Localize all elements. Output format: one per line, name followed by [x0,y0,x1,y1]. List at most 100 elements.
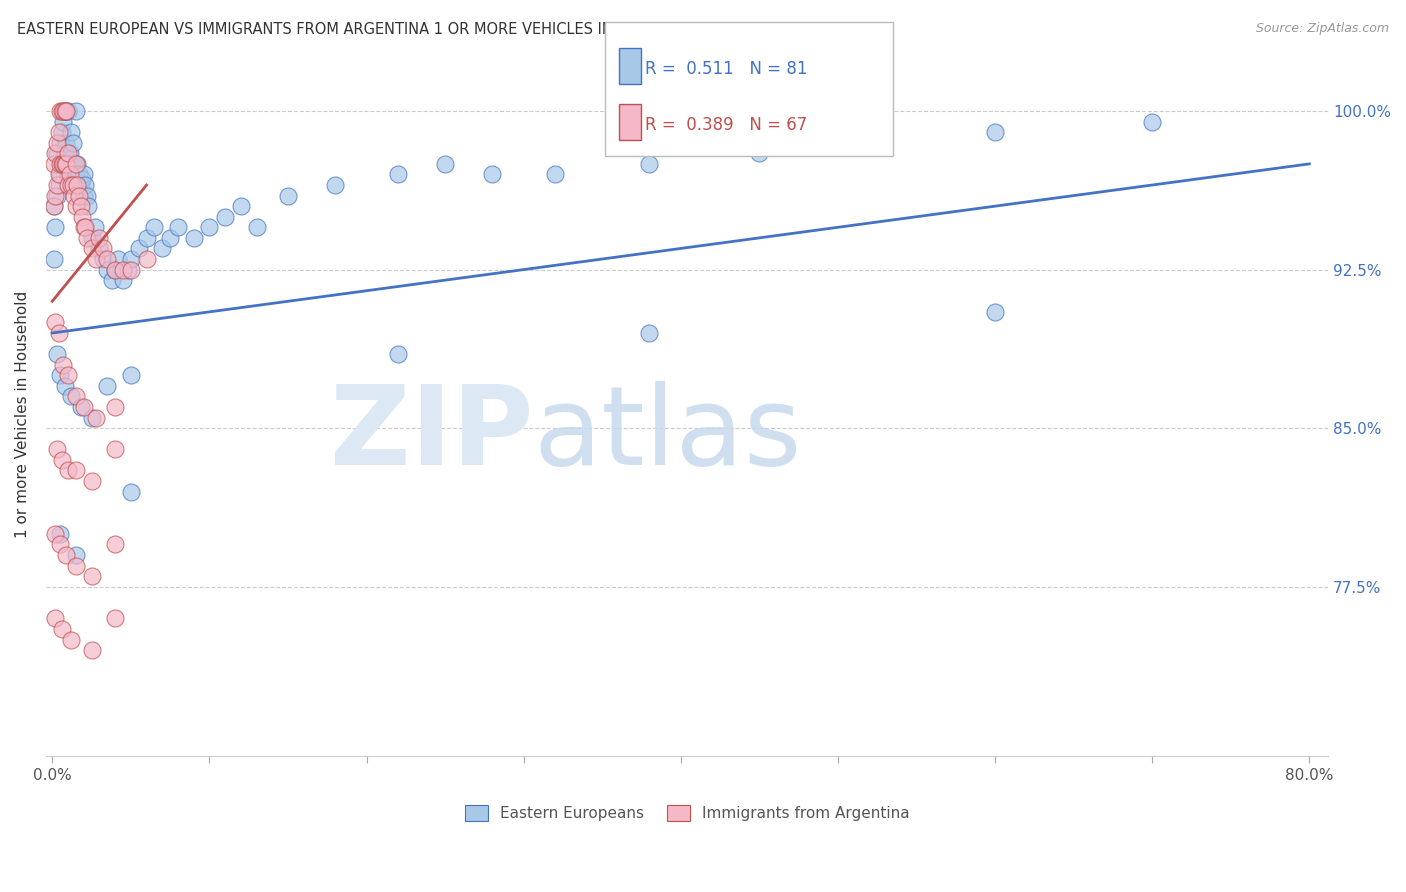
Point [60,178,83,192]
Point [984,125,1007,139]
Point [150,242,173,256]
Point [48,168,70,182]
Point [84,410,107,425]
Point [52,114,75,128]
Point [51,125,73,139]
Point [46,136,69,150]
Point [135,231,157,245]
Point [56,178,79,192]
Point [434,157,457,171]
Point [42,157,65,171]
Point [42,199,65,213]
Point [51,453,73,467]
Point [89,231,111,245]
Point [858,136,880,150]
Point [46,442,69,457]
Point [128,242,150,256]
Point [80,242,103,256]
Point [75,178,97,192]
Point [65,157,87,171]
Point [44,611,66,625]
Point [53,103,76,118]
Point [104,442,127,457]
Point [638,326,661,340]
Point [73,400,96,414]
Point [44,315,66,329]
Point [49,368,72,383]
Point [53,157,76,171]
Point [111,273,134,287]
Point [58,146,80,161]
Point [214,210,236,224]
Point [183,231,205,245]
Point [77,199,100,213]
Point [63,157,86,171]
Point [96,252,118,266]
Point [60,157,83,171]
Point [51,157,73,171]
Point [46,178,69,192]
Point [387,168,409,182]
Point [120,262,142,277]
Point [69,199,91,213]
Point [70,171,93,186]
Text: atlas: atlas [533,382,801,489]
Point [76,231,98,245]
Point [55,157,77,171]
Point [198,220,221,235]
Point [66,157,89,171]
Point [46,347,69,361]
Point [65,199,87,213]
Point [44,526,66,541]
Point [49,168,72,182]
Point [120,484,142,499]
Point [65,548,87,562]
Point [80,569,103,583]
Point [229,199,252,213]
Legend: Eastern Europeans, Immigrants from Argentina: Eastern Europeans, Immigrants from Argen… [458,799,915,828]
Point [104,611,127,625]
Point [56,168,79,182]
Point [80,643,103,657]
Point [53,379,76,393]
Point [62,178,84,192]
Point [70,210,93,224]
Point [159,231,181,245]
Text: R =  0.389   N = 67: R = 0.389 N = 67 [645,116,807,134]
Text: EASTERN EUROPEAN VS IMMIGRANTS FROM ARGENTINA 1 OR MORE VEHICLES IN HOUSEHOLD CO: EASTERN EUROPEAN VS IMMIGRANTS FROM ARGE… [17,22,873,37]
Point [120,368,142,383]
Point [44,220,66,235]
Point [748,146,770,161]
Point [49,157,72,171]
Point [73,168,96,182]
Point [48,125,70,139]
Point [75,220,97,235]
Point [67,168,90,182]
Point [387,347,409,361]
Point [65,168,87,182]
Point [69,400,91,414]
Point [481,168,503,182]
Point [638,157,661,171]
Point [67,188,90,202]
Point [76,188,98,202]
Point [49,136,72,150]
Point [53,103,76,118]
Point [89,242,111,256]
Point [96,379,118,393]
Point [56,103,79,118]
Point [104,537,127,551]
Point [96,262,118,277]
Text: Source: ZipAtlas.com: Source: ZipAtlas.com [1256,22,1389,36]
Point [135,252,157,266]
Point [60,389,83,403]
Point [44,146,66,161]
Point [60,632,83,647]
Point [46,188,69,202]
Point [52,157,75,171]
Point [56,368,79,383]
Point [51,103,73,118]
Point [65,103,87,118]
Point [62,136,84,150]
Point [104,262,127,277]
